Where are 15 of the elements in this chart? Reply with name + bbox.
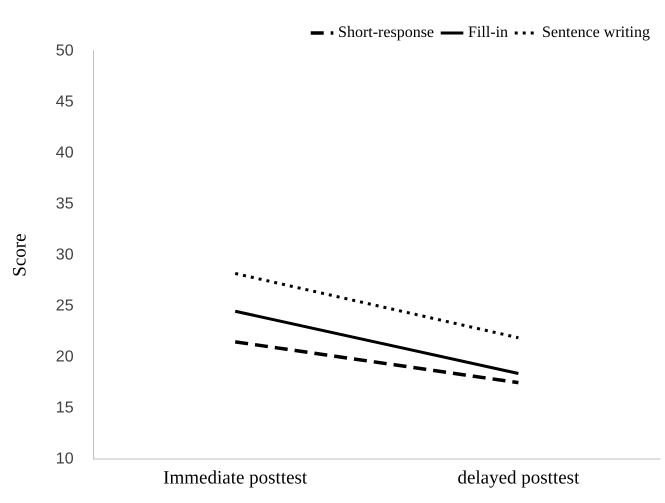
legend-label: Sentence writing: [542, 24, 650, 42]
y-tick-label: 20: [56, 348, 74, 366]
y-tick-label: 10: [56, 450, 74, 468]
y-tick-label: 15: [56, 400, 74, 417]
y-tick-label: 30: [56, 246, 74, 264]
y-tick-label: 45: [56, 93, 74, 110]
y-axis-title: Score: [9, 233, 30, 277]
legend-label: Fill-in: [468, 24, 508, 42]
y-tick-label: 35: [56, 195, 74, 212]
x-tick-label: delayed posttest: [457, 468, 580, 489]
y-tick-label: 25: [56, 298, 74, 315]
y-tick-label: 40: [56, 144, 74, 162]
x-tick-label: Immediate posttest: [163, 468, 308, 489]
y-tick-label: 50: [56, 42, 74, 60]
legend-label: Short-response: [338, 24, 434, 42]
